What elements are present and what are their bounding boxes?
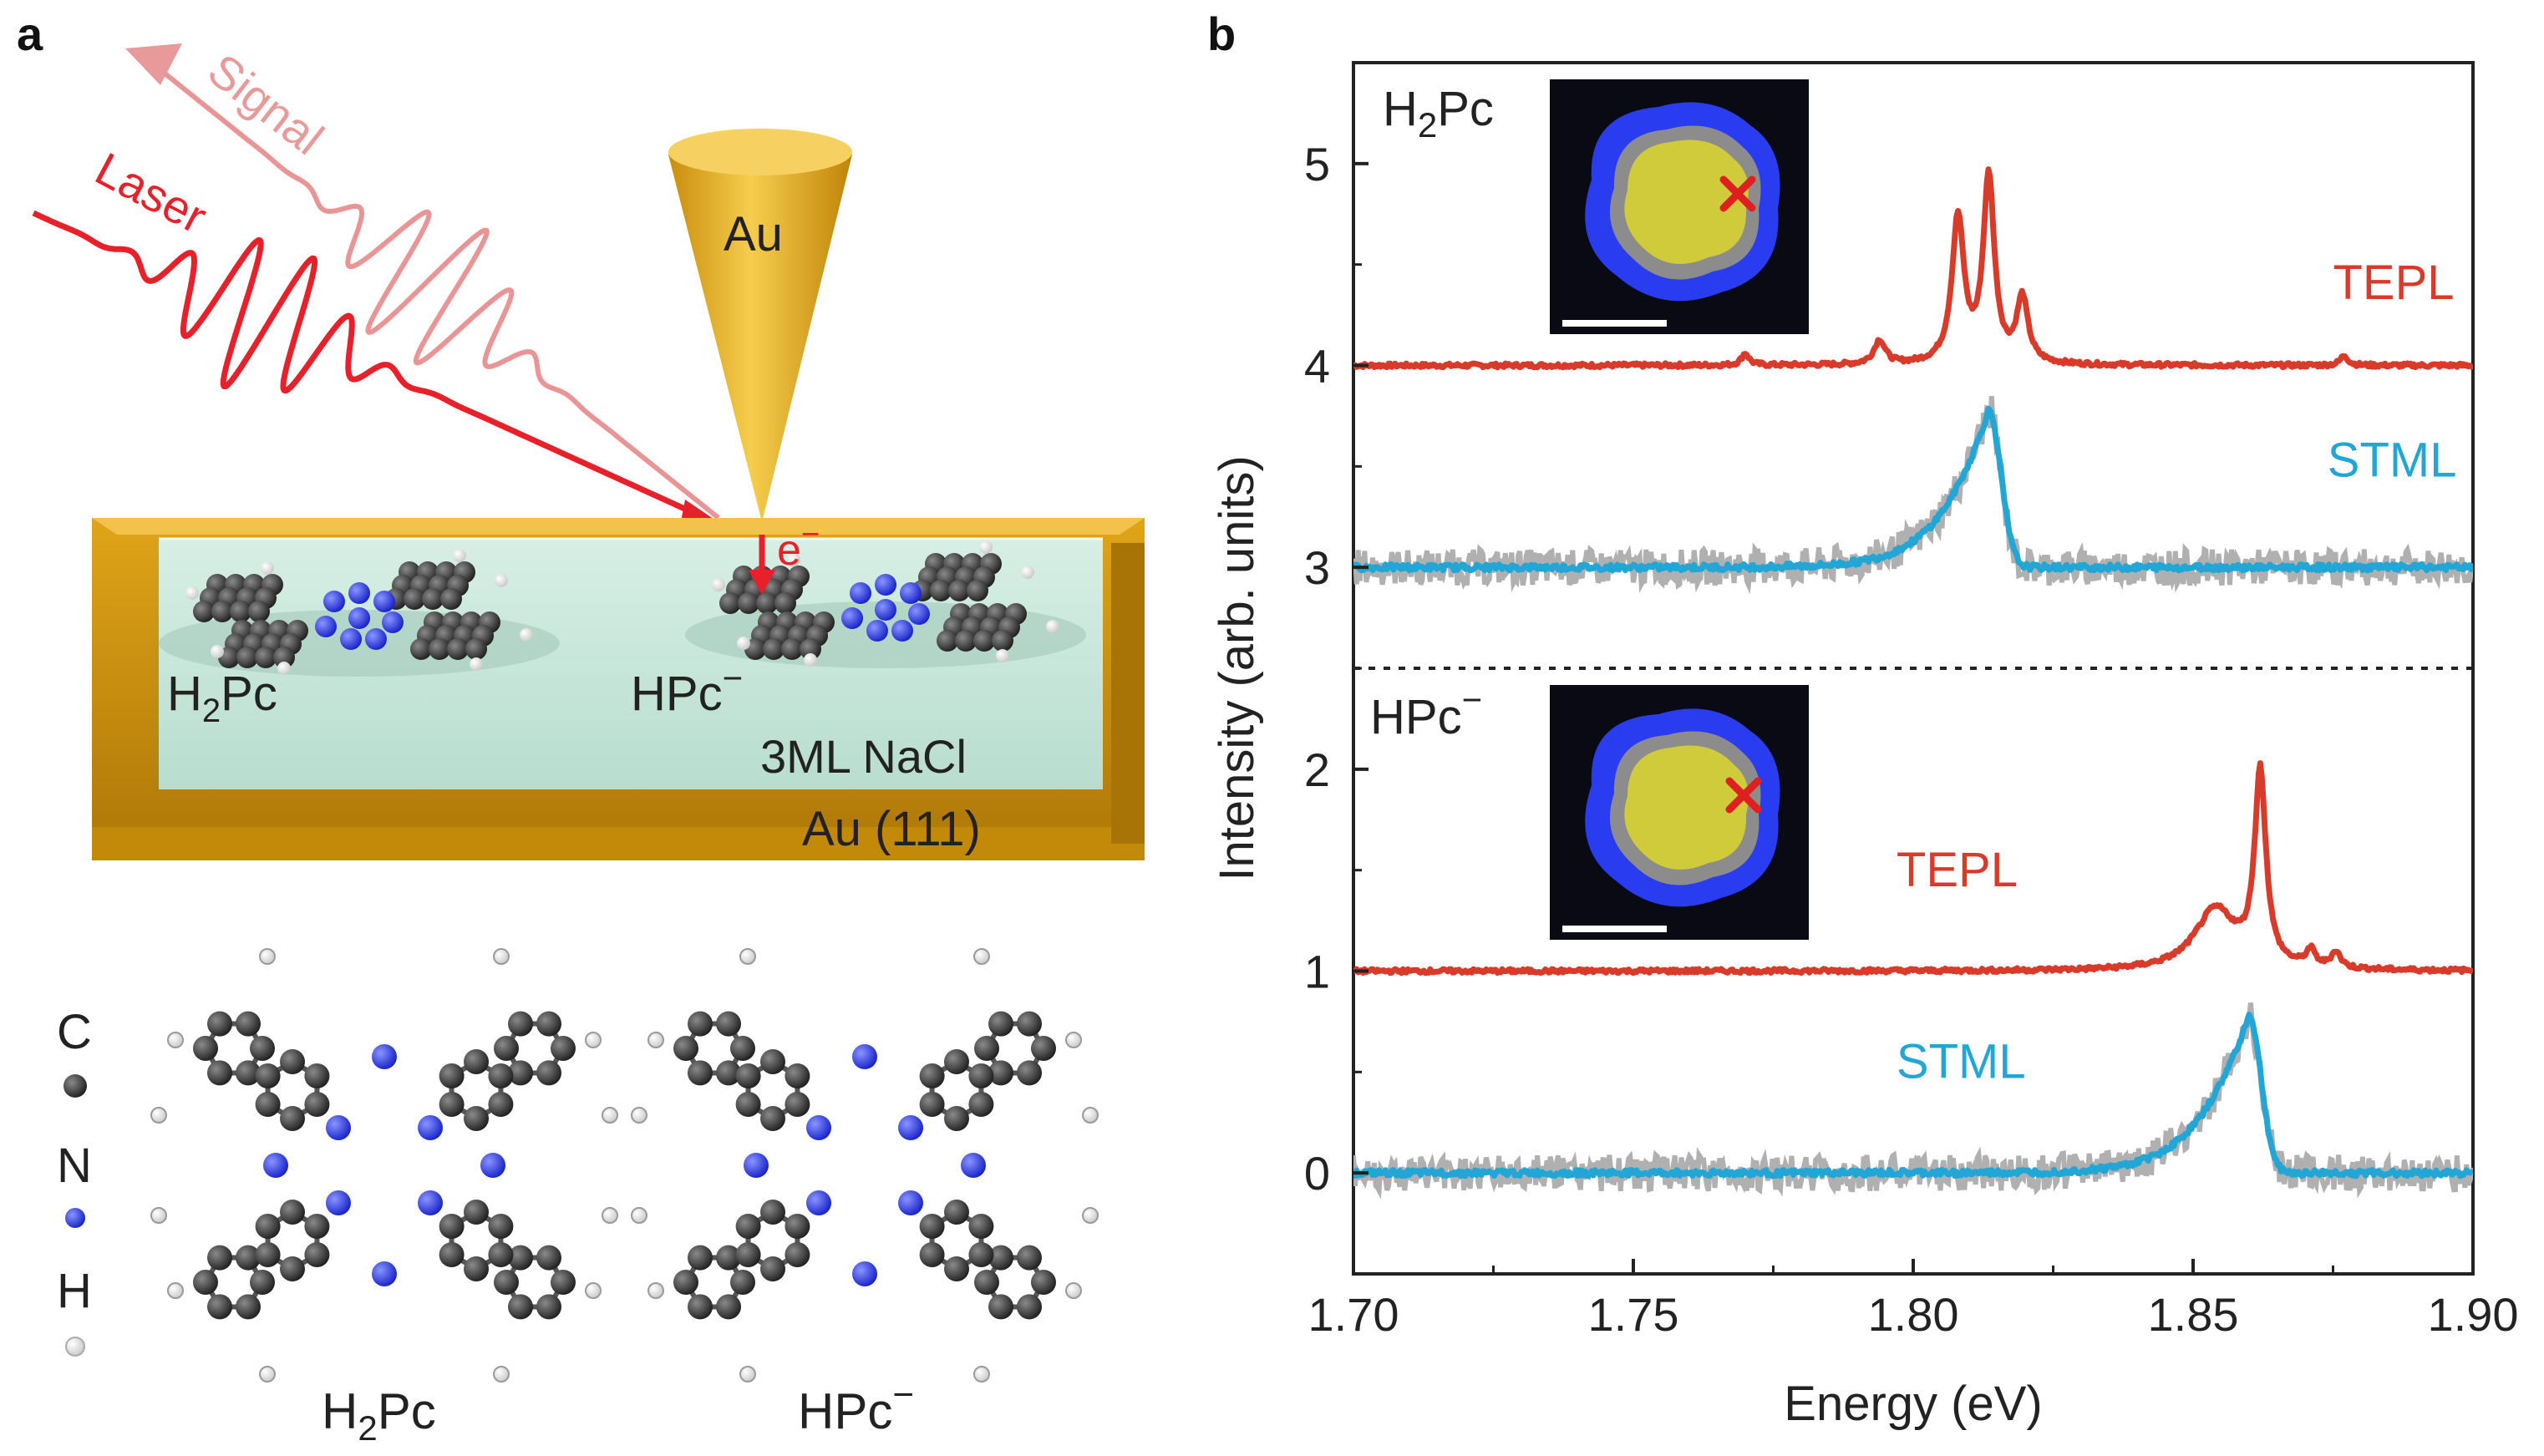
hpc-inset-label: HPc− — [1370, 680, 1482, 744]
y-tick-label: 0 — [1304, 1147, 1330, 1200]
y-tick-label: 4 — [1304, 340, 1330, 393]
legend-nitrogen-ball — [65, 1208, 85, 1228]
tip-label: Au — [724, 207, 783, 261]
laser-label: Laser — [87, 142, 215, 243]
hpc-tip-position-marker — [1725, 777, 1762, 814]
signal-beam — [125, 43, 720, 520]
substrate-label: Au (111) — [802, 802, 981, 856]
x-tick-label: 1.80 — [1868, 1288, 1959, 1341]
series-annotation: TEPL — [2333, 256, 2455, 310]
laser-beam — [32, 210, 729, 535]
svg-text:H2Pc: H2Pc — [1383, 82, 1494, 145]
y-tick-label: 2 — [1304, 743, 1330, 796]
x-axis-title: Energy (eV) — [1784, 1377, 2042, 1431]
hpc-structure — [631, 948, 1099, 1382]
panel-b-letter: b — [1207, 8, 1236, 60]
x-tick-label: 1.75 — [1588, 1288, 1679, 1341]
h2pc-tip-position-marker — [1719, 175, 1756, 212]
hpc-scale-bar — [1562, 926, 1667, 932]
x-tick-label: 1.85 — [2148, 1288, 2239, 1341]
y-tick-label: 1 — [1304, 946, 1330, 998]
electron-arrow — [749, 535, 775, 595]
legend-carbon-label: C — [57, 1005, 92, 1059]
raw-trace-1 — [1353, 396, 2473, 595]
series-annotation: TEPL — [1897, 843, 2018, 897]
hpc-stm-inset — [1550, 685, 1809, 940]
h2pc-structure — [150, 948, 618, 1382]
legend-carbon-ball — [63, 1074, 87, 1098]
series-line-2 — [1353, 760, 2473, 977]
hpc-surface-label: HPc− — [631, 658, 743, 721]
hpc-surface-molecule — [685, 540, 1086, 668]
h2pc-surface-label: H2Pc — [167, 667, 277, 729]
h2pc-stm-inset — [1550, 79, 1809, 334]
panel-a-letter: a — [17, 8, 43, 60]
y-axis-title: Intensity (arb. units) — [1210, 455, 1264, 880]
series-line-1 — [1353, 405, 2473, 574]
legend-nitrogen-label: N — [57, 1139, 92, 1193]
x-tick-label: 1.70 — [1308, 1288, 1399, 1341]
series-line-0 — [1353, 166, 2473, 371]
h2pc-inset-label: H2Pc — [1383, 82, 1494, 145]
atom-legend: C N H — [57, 1005, 92, 1357]
y-tick-label: 3 — [1304, 541, 1330, 594]
series-line-3 — [1353, 1012, 2473, 1180]
y-tick-label: 5 — [1304, 138, 1330, 190]
x-tick-label: 1.90 — [2428, 1288, 2519, 1341]
h2pc-structure-label: H2Pc — [322, 1383, 436, 1448]
signal-label: Signal — [199, 43, 333, 165]
h2pc-surface-molecule — [159, 549, 560, 677]
h2pc-scale-bar — [1562, 320, 1667, 327]
panel-a: a Signal Laser — [17, 8, 1145, 1448]
au-tip — [668, 129, 852, 522]
legend-hydrogen-ball — [65, 1337, 85, 1357]
panel-b: b 1.70 1.75 1.80 1.85 1.90 0 1 2 3 4 5 TEPL STML TEP… — [1207, 8, 2519, 1431]
svg-text:HPc−: HPc− — [1370, 680, 1482, 744]
series-annotation: STML — [1897, 1035, 2026, 1089]
hpc-structure-label: HPc− — [798, 1374, 914, 1439]
legend-hydrogen-label: H — [57, 1264, 92, 1318]
electron-label: e− — [777, 517, 820, 575]
raw-trace-3 — [1353, 1002, 2473, 1200]
series-annotation: STML — [2328, 433, 2457, 487]
nacl-label: 3ML NaCl — [760, 730, 967, 783]
spectra-chart: 1.70 1.75 1.80 1.85 1.90 0 1 2 3 4 5 TEPL STML TEPL S… — [1210, 61, 2519, 1431]
